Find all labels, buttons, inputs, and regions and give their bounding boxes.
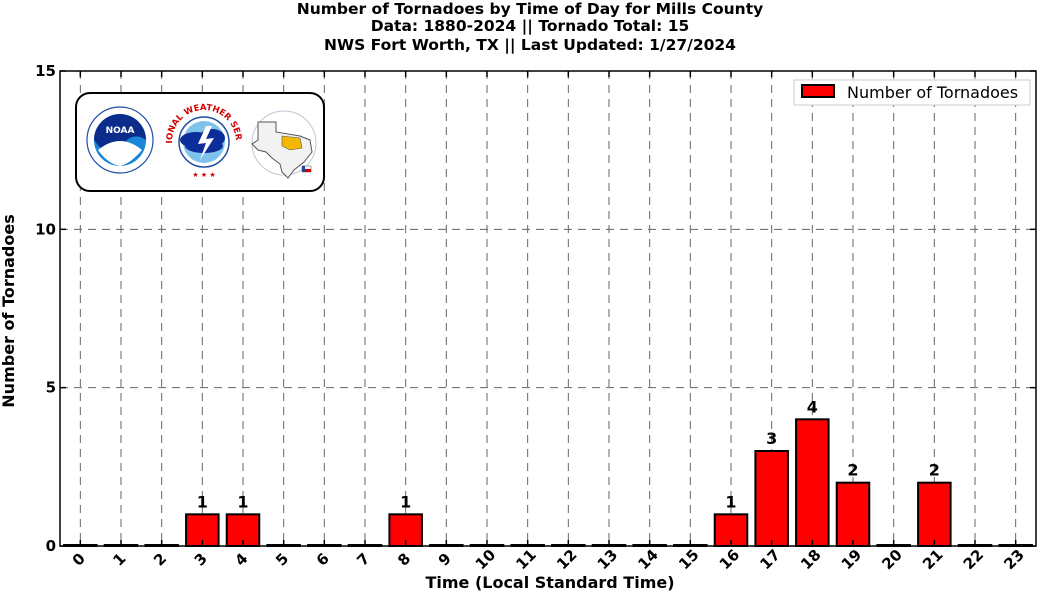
x-tick-label: 3 bbox=[191, 549, 211, 569]
x-axis-label: Time (Local Standard Time) bbox=[425, 573, 674, 592]
x-tick-label: 15 bbox=[675, 546, 702, 573]
chart-title: Number of Tornadoes by Time of Day for M… bbox=[297, 0, 763, 55]
bar-value-label: 2 bbox=[847, 461, 858, 480]
y-tick-label: 10 bbox=[35, 220, 56, 238]
x-tick-label: 23 bbox=[1000, 546, 1027, 573]
legend-swatch bbox=[801, 84, 835, 98]
x-tick-label: 6 bbox=[313, 549, 333, 569]
bars bbox=[63, 418, 1033, 548]
x-tick-label: 19 bbox=[838, 546, 865, 573]
bar-value-label: 1 bbox=[400, 492, 411, 511]
bar-value-label: 4 bbox=[807, 397, 818, 416]
x-tick-label: 17 bbox=[756, 546, 783, 573]
bar-value-label: 1 bbox=[237, 492, 248, 511]
title-line-2: Data: 1880-2024 || Tornado Total: 15 bbox=[371, 17, 690, 36]
x-tick-label: 5 bbox=[272, 549, 292, 569]
y-tick-label: 5 bbox=[46, 379, 56, 397]
x-tick-label: 1 bbox=[109, 549, 129, 569]
plot-frame bbox=[59, 70, 1037, 547]
bar-value-label: 1 bbox=[725, 492, 736, 511]
y-axis-label: Number of Tornadoes bbox=[0, 214, 18, 407]
x-tick-label: 18 bbox=[797, 546, 824, 573]
legend-entry: Number of Tornadoes bbox=[847, 83, 1018, 102]
x-tick-label: 11 bbox=[512, 546, 539, 573]
texas-map-icon bbox=[251, 110, 317, 179]
bar-hour-4 bbox=[225, 513, 261, 547]
x-tick-label: 9 bbox=[435, 549, 455, 569]
x-tick-label: 14 bbox=[634, 546, 661, 573]
x-tick-label: 2 bbox=[150, 549, 170, 569]
bar-labels: 1 1 1 1 3 4 2 2 bbox=[197, 397, 940, 511]
title-line-1: Number of Tornadoes by Time of Day for M… bbox=[297, 0, 763, 18]
bar-value-label: 1 bbox=[197, 492, 208, 511]
y-axis-ticks: 0 5 10 15 bbox=[35, 62, 1036, 555]
bar-hour-18 bbox=[795, 418, 830, 548]
y-tick-label: 15 bbox=[35, 62, 56, 80]
x-tick-label: 0 bbox=[69, 549, 89, 569]
x-tick-label: 13 bbox=[594, 546, 621, 573]
nws-stars-icon: ★ ★ ★ bbox=[192, 171, 215, 179]
x-tick-label: 22 bbox=[960, 546, 987, 573]
noaa-logo: NOAA bbox=[86, 106, 154, 174]
x-tick-label: 12 bbox=[553, 546, 580, 573]
bar-hour-21 bbox=[917, 481, 952, 547]
x-tick-label: 8 bbox=[394, 549, 414, 569]
x-tick-label: 20 bbox=[878, 546, 905, 573]
bar-hour-17 bbox=[754, 450, 789, 547]
bar-value-label: 3 bbox=[766, 429, 777, 448]
legend: Number of Tornadoes bbox=[793, 79, 1031, 106]
x-tick-label: 16 bbox=[716, 546, 743, 573]
x-tick-label: 4 bbox=[231, 549, 251, 569]
x-tick-label: 21 bbox=[919, 546, 946, 573]
x-tick-label: 7 bbox=[353, 549, 373, 569]
bar-hour-19 bbox=[835, 481, 871, 547]
noaa-logo-text: NOAA bbox=[106, 126, 135, 136]
x-tick-label: 10 bbox=[472, 546, 499, 573]
y-tick-label: 0 bbox=[46, 537, 56, 555]
bar-value-label: 2 bbox=[929, 461, 940, 480]
logo-panel: NOAA NATIONAL WEATHER SERVICE ★ ★ ★ bbox=[0, 0, 325, 192]
title-line-3: NWS Fort Worth, TX || Last Updated: 1/27… bbox=[324, 36, 736, 55]
